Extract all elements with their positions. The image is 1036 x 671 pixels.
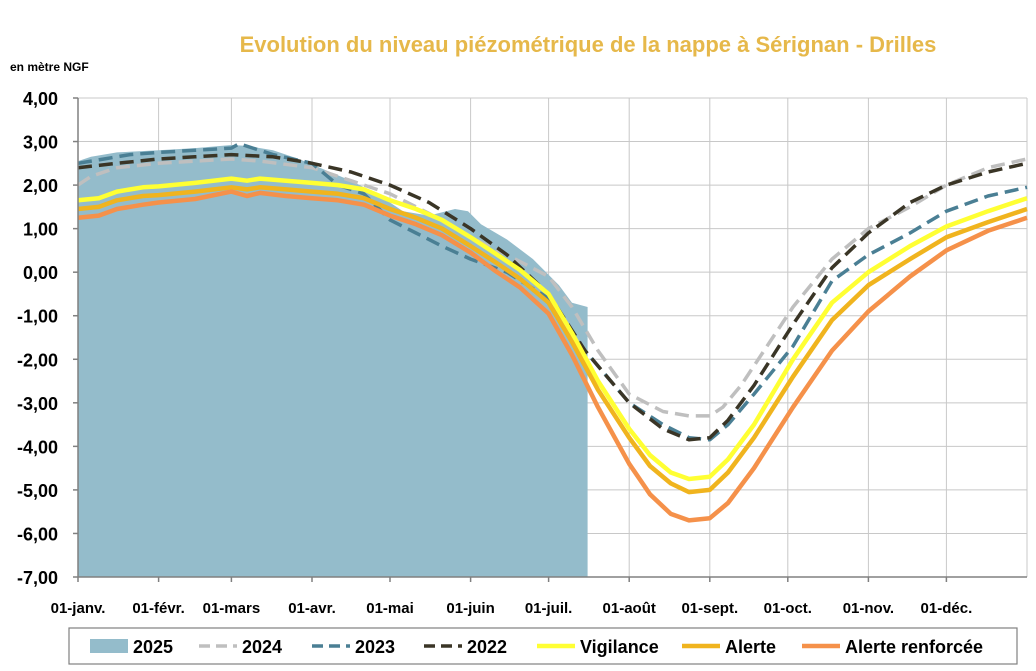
x-tick-label: 01-août [603,600,656,617]
y-tick-label: -2,00 [17,350,58,370]
x-tick-label: 01-sept. [681,600,738,617]
chart-title: Evolution du niveau piézométrique de la … [240,32,937,57]
x-tick-label: 01-avr. [288,600,336,617]
legend-label: 2022 [467,637,507,657]
series-line-2022 [77,152,1028,442]
x-tick-labels: 01-janv. 01-févr. 01-mars 01-avr. 01-mai 01-j… [51,600,973,617]
y-tick-label: 1,00 [23,220,58,240]
x-tick-label: 01-mars [203,600,261,617]
legend-label: Alerte renforcée [845,637,983,657]
y-tick-label: -4,00 [17,437,58,457]
x-tick-label: 01-janv. [51,600,106,617]
y-tick-label: 2,00 [23,176,58,196]
x-tick-label: 01-févr. [132,600,185,617]
x-tick-label: 01-nov. [843,600,894,617]
legend-label: Alerte [725,637,776,657]
legend-label: Vigilance [580,637,659,657]
x-tick-label: 01-juin [446,600,494,617]
legend-swatch [90,639,128,653]
y-tick-label: -5,00 [17,481,58,501]
y-tick-label: -3,00 [17,394,58,414]
series-line-vigilance [77,176,1028,482]
line-layer [77,141,1028,523]
series-line-alerte [77,185,1028,495]
x-tick-label: 01-mai [366,600,414,617]
y-axis-unit-label: en mètre NGF [10,60,89,74]
legend-label: 2025 [133,637,173,657]
y-tick-label: 0,00 [23,263,58,283]
y-tick-labels: 4,00 3,00 2,00 1,00 0,00 -1,00 -2,00 -3,00 -4,00… [17,89,58,588]
y-tick-label: -7,00 [17,568,58,588]
x-tick-label: 01-oct. [764,600,812,617]
legend-label: 2023 [355,637,395,657]
series-line-alerte-renforc-e [77,189,1028,523]
area-layer [78,145,588,577]
series-area-2025 [78,145,588,577]
y-tick-label: -6,00 [17,524,58,544]
y-tick-label: 3,00 [23,133,58,153]
series-line-2024 [77,157,1028,418]
axes [73,97,1027,582]
legend-label: 2024 [242,637,282,657]
legend: 2025 2024 2023 2022 Vigilance Alerte Alerte re… [68,627,1018,665]
y-tick-label: 4,00 [23,89,58,109]
x-tick-label: 01-juil. [525,600,573,617]
x-tick-label: 01-déc. [921,600,973,617]
y-tick-label: -1,00 [17,307,58,327]
